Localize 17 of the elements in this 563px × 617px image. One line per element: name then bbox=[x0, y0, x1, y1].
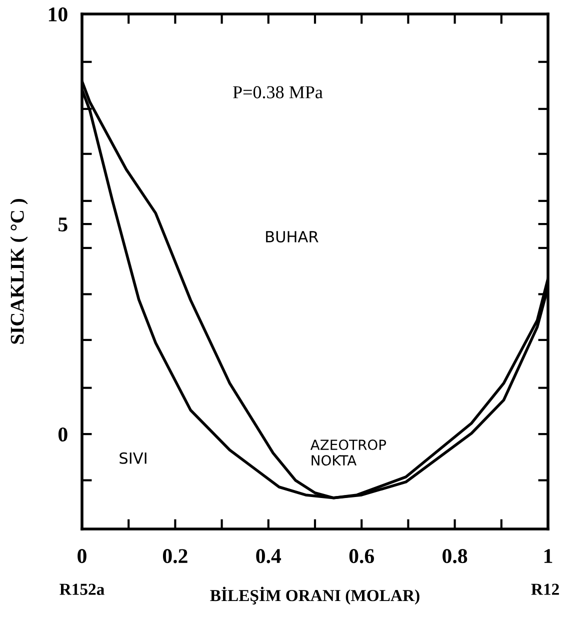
annotation: AZEOTROP NOKTA bbox=[310, 440, 386, 466]
y-tick-label: 0 bbox=[58, 427, 68, 442]
x-tick-label: 0 bbox=[78, 549, 86, 564]
x-axis-title: BİLEŞİM ORANI (MOLAR) bbox=[210, 586, 420, 605]
text: R12 bbox=[531, 584, 559, 595]
annotation: SIVI bbox=[120, 452, 146, 464]
y-axis-title: SICAKLIK ( °C ) bbox=[10, 199, 28, 344]
x-tick-label: 1 bbox=[544, 549, 552, 563]
annotation: P=0.38 MPa bbox=[233, 86, 323, 98]
x-tick-label: 0.6 bbox=[349, 549, 374, 564]
annotation: BUHAR bbox=[266, 231, 318, 242]
x-tick-label: 0.2 bbox=[162, 549, 188, 564]
text: R152a bbox=[60, 584, 104, 595]
y-tick-label: 5 bbox=[58, 218, 68, 232]
x-tick-label: 0.8 bbox=[442, 549, 468, 564]
x-tick-label: 0.4 bbox=[256, 549, 282, 564]
y-tick-label: 10 bbox=[48, 7, 68, 22]
